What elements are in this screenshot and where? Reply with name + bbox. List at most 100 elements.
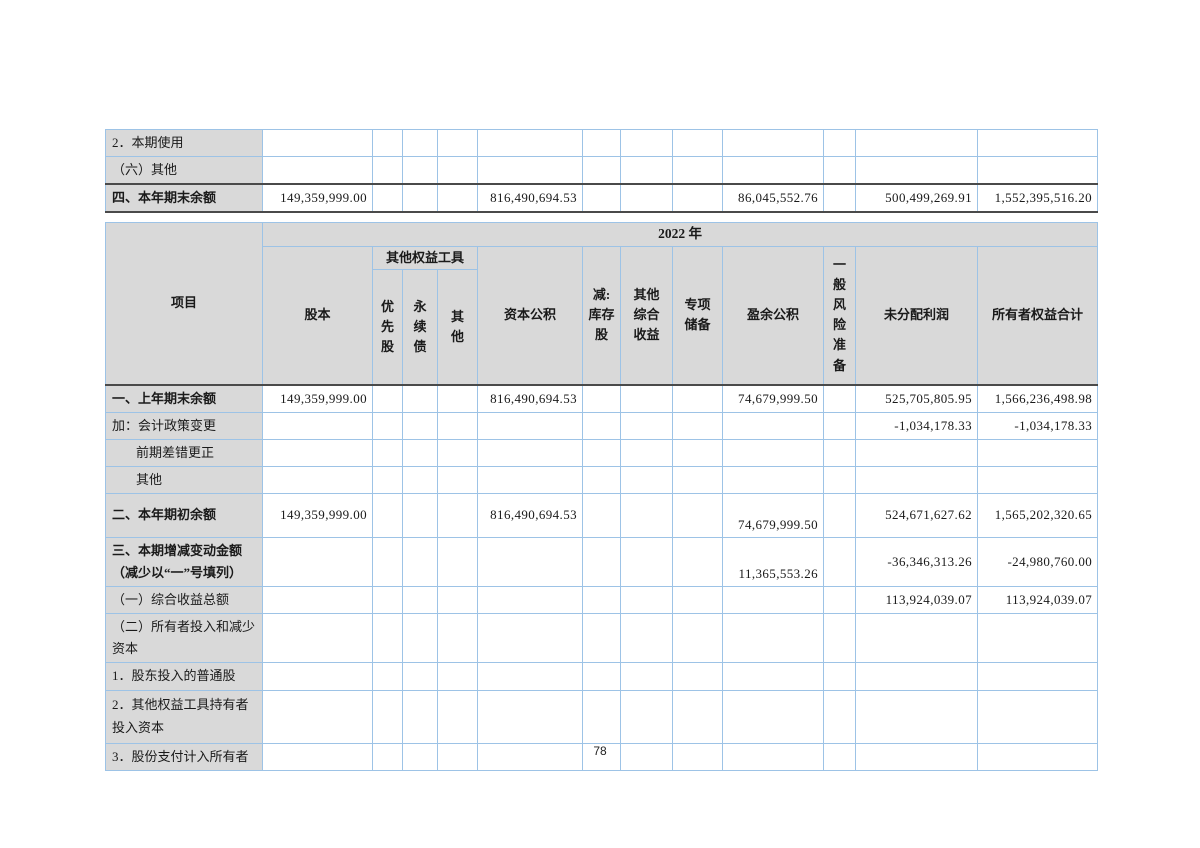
cell-value: 816,490,694.53 — [477, 492, 583, 538]
equity-statement-2022-table: 项目 2022 年 股本 其他权益工具 资本公积 减: 库存 股 其他 综合 收… — [105, 221, 1099, 771]
cell-value — [823, 613, 856, 664]
cell-value — [582, 613, 621, 664]
cell-value — [582, 662, 621, 691]
page-number: 78 — [593, 744, 607, 758]
header-other-comprehensive-income: 其他 综合 收益 — [620, 245, 673, 386]
header-other-equity-instruments: 其他权益工具 — [372, 245, 478, 271]
header-row-groups: 股本 其他权益工具 资本公积 减: 库存 股 其他 综合 收益 专项 储备 盈余… — [106, 245, 1099, 386]
row-label: 四、本年期末余额 — [105, 183, 263, 214]
table-row: 三、本期增减变动金额 （减少以“一”号填列） 11,365,553.26 -36,3… — [105, 536, 1099, 588]
header-perpetual-bonds: 永 续 债 — [402, 269, 438, 386]
cell-value — [672, 438, 723, 467]
cell-value — [823, 536, 856, 588]
cell-value — [262, 742, 373, 771]
cell-value — [402, 156, 438, 185]
cell-value — [620, 128, 673, 158]
cell-value — [402, 689, 438, 744]
cell-value — [437, 536, 478, 588]
cell-value: 113,924,039.07 — [976, 586, 1099, 615]
cell-value — [402, 128, 438, 158]
cell-value: 525,705,805.95 — [855, 383, 978, 413]
row-label: 加：会计政策变更 — [105, 411, 263, 440]
row-label: 其他 — [105, 465, 263, 494]
cell-value — [855, 742, 978, 771]
cell-value — [620, 536, 673, 588]
cell-value — [477, 689, 583, 744]
cell-value — [722, 662, 824, 691]
cell-value: 86,045,552.76 — [722, 183, 824, 214]
cell-value — [437, 586, 478, 615]
table-row: 2．其他权益工具持有者 投入资本 — [105, 689, 1099, 744]
cell-value — [262, 465, 373, 494]
row-label: 1．股东投入的普通股 — [105, 662, 263, 691]
header-less-treasury-shares: 减: 库存 股 — [582, 245, 621, 386]
cell-value — [855, 128, 978, 158]
cell-value — [402, 536, 438, 588]
cell-value — [620, 183, 673, 214]
cell-value — [437, 383, 478, 413]
header-year-2022: 2022 年 — [261, 222, 1099, 247]
cell-value — [672, 613, 723, 664]
cell-value — [262, 536, 373, 588]
cell-value — [372, 662, 403, 691]
cell-value — [620, 383, 673, 413]
cell-value — [372, 586, 403, 615]
cell-value: 11,365,553.26 — [722, 536, 824, 588]
cell-value — [437, 613, 478, 664]
cell-value — [672, 128, 723, 158]
cell-value — [262, 411, 373, 440]
cell-value: 1,552,395,516.20 — [977, 183, 1098, 214]
cell-value — [672, 411, 723, 440]
cell-value — [976, 742, 1099, 771]
cell-value — [402, 742, 438, 771]
cell-value — [976, 465, 1099, 494]
cell-value — [582, 411, 621, 440]
cell-value — [372, 742, 403, 771]
row-label: 2．本期使用 — [105, 128, 263, 158]
cell-value — [582, 492, 621, 538]
cell-value — [823, 411, 856, 440]
cell-value — [262, 156, 373, 185]
cell-value — [582, 383, 621, 413]
cell-value — [855, 689, 978, 744]
cell-value — [402, 411, 438, 440]
cell-value — [823, 742, 856, 771]
cell-value — [855, 465, 978, 494]
cell-value — [477, 536, 583, 588]
cell-value — [477, 128, 583, 158]
cell-value — [477, 411, 583, 440]
cell-value — [402, 438, 438, 467]
cell-value — [672, 465, 723, 494]
cell-value — [976, 613, 1099, 664]
table-row: 2．本期使用 — [105, 128, 1098, 158]
cell-value — [402, 662, 438, 691]
cell-value — [437, 742, 478, 771]
cell-value: 1,566,236,498.98 — [976, 383, 1099, 413]
cell-value — [672, 183, 723, 214]
row-label: （六）其他 — [105, 156, 263, 185]
cell-value — [437, 465, 478, 494]
table-row: （二）所有者投入和减少 资本 — [105, 613, 1099, 664]
table-row: （一）综合收益总额 113,924,039.07 113,924,039.07 — [105, 586, 1099, 615]
header-undistributed-profit: 未分配利润 — [855, 245, 978, 386]
cell-value — [977, 156, 1098, 185]
cell-value — [402, 183, 438, 214]
cell-value — [823, 689, 856, 744]
header-preferred-shares: 优 先 股 — [372, 269, 403, 386]
cell-value — [672, 586, 723, 615]
cell-value — [402, 465, 438, 494]
row-label: 3．股份支付计入所有者 — [105, 742, 263, 771]
cell-value — [620, 438, 673, 467]
cell-value — [372, 438, 403, 467]
row-label: 二、本年期初余额 — [105, 492, 263, 538]
cell-value — [722, 689, 824, 744]
cell-value — [620, 411, 673, 440]
cell-value — [437, 156, 478, 185]
cell-value — [855, 662, 978, 691]
cell-value — [477, 662, 583, 691]
cell-value — [477, 586, 583, 615]
cell-value — [437, 128, 478, 158]
cell-value — [672, 742, 723, 771]
cell-value — [722, 128, 824, 158]
cell-value — [722, 586, 824, 615]
